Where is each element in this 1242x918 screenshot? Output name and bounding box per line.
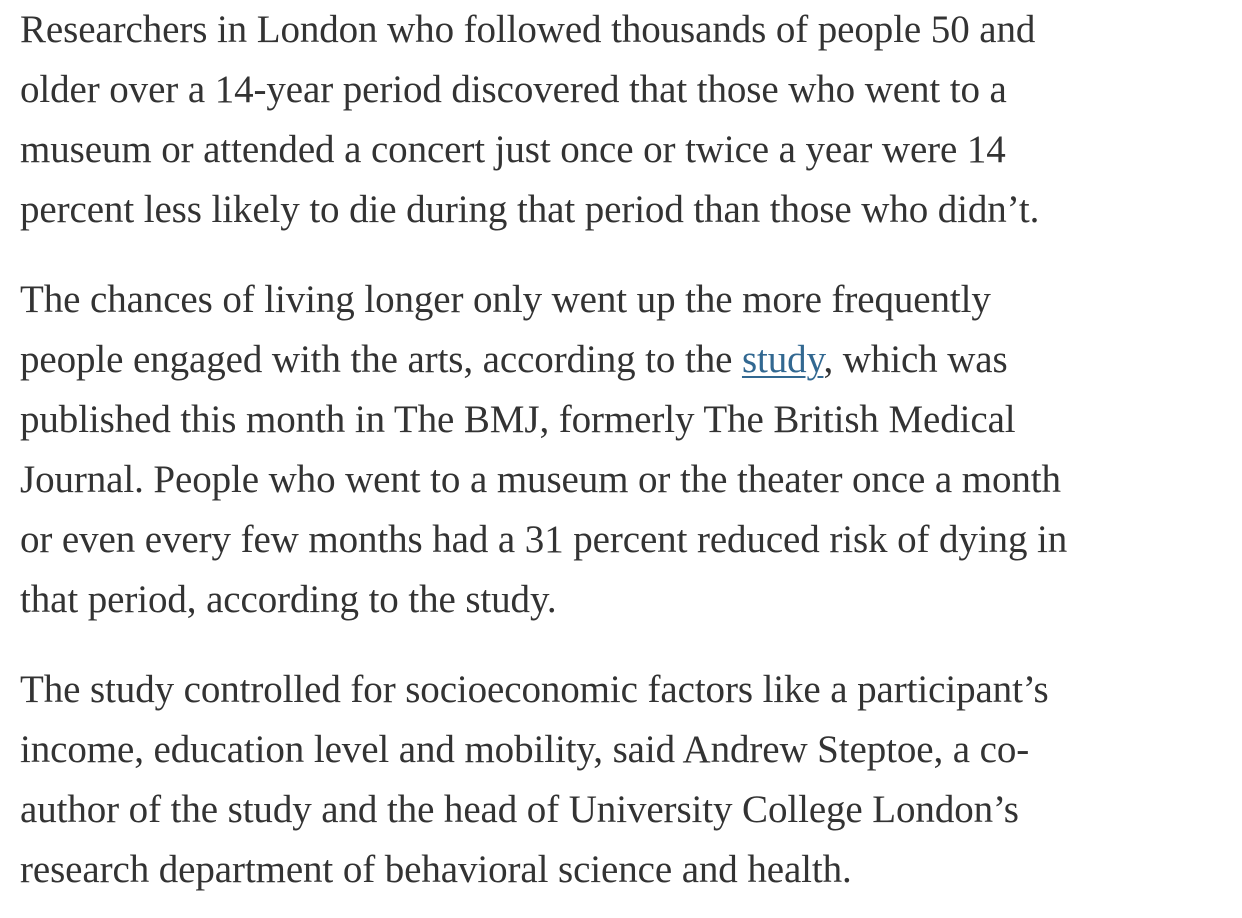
paragraph-2-line-3: published this month in The BMJ, formerl…	[20, 398, 1016, 441]
paragraph-2-line-2: people engaged with the arts, according …	[20, 330, 1210, 390]
paragraph-1-line-1: Researchers in London who followed thous…	[20, 8, 1036, 51]
paragraph-3-line-2: income, education level and mobility, sa…	[20, 728, 1030, 771]
paragraph-1-line-2: older over a 14-year period discovered t…	[20, 68, 1007, 111]
paragraph-2-line-1: The chances of living longer only went u…	[20, 278, 991, 321]
paragraph-3-line-4: research department of behavioral scienc…	[20, 848, 852, 891]
paragraph-2-line-4: Journal. People who went to a museum or …	[20, 458, 1061, 501]
paragraph-1: Researchers in London who followed thous…	[20, 0, 1210, 240]
article-body: Researchers in London who followed thous…	[20, 0, 1210, 900]
paragraph-3-line-1: The study controlled for socioeconomic f…	[20, 668, 1049, 711]
paragraph-2-line-6: that period, according to the study.	[20, 578, 557, 621]
paragraph-1-line-3: museum or attended a concert just once o…	[20, 128, 1006, 171]
paragraph-2-line-2-before-link: people engaged with the arts, according …	[20, 338, 742, 381]
paragraph-2-line-2-after-link: , which was	[823, 338, 1008, 381]
paragraph-1-line-4: percent less likely to die during that p…	[20, 188, 1040, 231]
paragraph-3: The study controlled for socioeconomic f…	[20, 660, 1210, 900]
paragraph-2-line-5: or even every few months had a 31 percen…	[20, 518, 1068, 561]
study-link[interactable]: study	[741, 338, 824, 381]
paragraph-3-line-3: author of the study and the head of Univ…	[20, 788, 1019, 831]
paragraph-2: The chances of living longer only went u…	[20, 270, 1210, 630]
